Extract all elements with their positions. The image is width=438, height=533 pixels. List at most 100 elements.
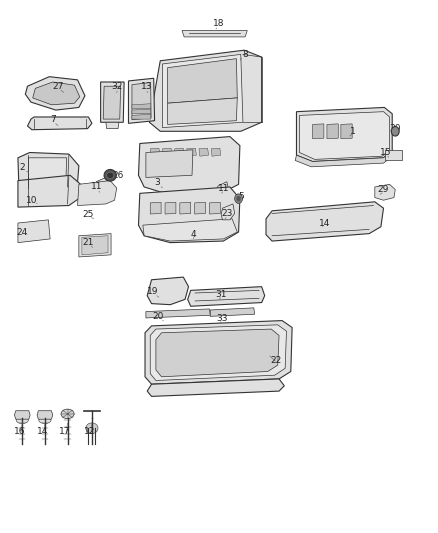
Polygon shape: [132, 83, 151, 119]
Text: 23: 23: [221, 209, 233, 218]
Ellipse shape: [389, 152, 394, 158]
Polygon shape: [199, 148, 208, 156]
Text: 16: 16: [14, 427, 25, 437]
Text: 29: 29: [378, 185, 389, 194]
Polygon shape: [33, 82, 80, 105]
Text: 3: 3: [154, 178, 160, 187]
Polygon shape: [375, 184, 395, 200]
Polygon shape: [106, 122, 119, 128]
Text: 12: 12: [84, 427, 95, 437]
Polygon shape: [209, 203, 220, 214]
Ellipse shape: [187, 369, 191, 374]
Text: 25: 25: [82, 210, 93, 219]
Ellipse shape: [391, 126, 399, 136]
Text: 4: 4: [190, 230, 196, 239]
Polygon shape: [313, 124, 324, 139]
Text: 22: 22: [271, 357, 282, 366]
Polygon shape: [138, 136, 240, 195]
Ellipse shape: [231, 369, 235, 374]
Text: 31: 31: [215, 289, 227, 298]
Polygon shape: [149, 50, 261, 131]
Polygon shape: [145, 320, 292, 384]
Polygon shape: [37, 411, 53, 419]
Polygon shape: [180, 203, 191, 214]
Ellipse shape: [86, 423, 98, 433]
Text: 19: 19: [147, 287, 159, 296]
Polygon shape: [150, 203, 161, 214]
Text: 24: 24: [17, 228, 28, 237]
Polygon shape: [162, 54, 243, 127]
Polygon shape: [295, 151, 392, 167]
Polygon shape: [78, 181, 117, 206]
Polygon shape: [194, 203, 205, 214]
Ellipse shape: [311, 130, 319, 140]
Text: 30: 30: [389, 124, 401, 133]
Text: 27: 27: [52, 82, 64, 91]
Polygon shape: [143, 219, 237, 241]
Ellipse shape: [235, 194, 243, 204]
Polygon shape: [297, 108, 392, 161]
Text: 1: 1: [350, 127, 356, 136]
Polygon shape: [18, 152, 79, 191]
Ellipse shape: [61, 409, 74, 419]
Polygon shape: [165, 203, 176, 214]
Ellipse shape: [39, 417, 51, 423]
Polygon shape: [162, 148, 172, 156]
Polygon shape: [25, 77, 85, 110]
Text: 32: 32: [111, 82, 122, 91]
Polygon shape: [156, 329, 279, 377]
Polygon shape: [300, 112, 390, 159]
Polygon shape: [221, 204, 235, 220]
Polygon shape: [28, 117, 92, 130]
Polygon shape: [132, 114, 151, 119]
Text: 14: 14: [37, 427, 48, 437]
Ellipse shape: [173, 369, 177, 374]
Text: 26: 26: [112, 171, 124, 180]
Polygon shape: [175, 148, 184, 156]
Polygon shape: [187, 287, 265, 306]
Text: 11: 11: [218, 183, 229, 192]
Text: 2: 2: [19, 164, 25, 172]
Polygon shape: [385, 150, 402, 160]
Ellipse shape: [159, 284, 176, 297]
Polygon shape: [14, 411, 30, 419]
Polygon shape: [150, 148, 160, 156]
Ellipse shape: [379, 189, 389, 198]
Polygon shape: [138, 187, 240, 243]
Ellipse shape: [245, 369, 250, 374]
Polygon shape: [132, 109, 151, 114]
Ellipse shape: [201, 369, 206, 374]
Polygon shape: [103, 86, 120, 119]
Text: 33: 33: [217, 314, 228, 323]
Ellipse shape: [259, 369, 264, 374]
Polygon shape: [146, 309, 210, 318]
Ellipse shape: [237, 196, 241, 201]
Polygon shape: [187, 148, 196, 156]
Polygon shape: [82, 236, 108, 255]
Polygon shape: [128, 78, 155, 123]
Polygon shape: [150, 325, 286, 381]
Polygon shape: [211, 148, 221, 156]
Polygon shape: [95, 177, 110, 195]
Text: 5: 5: [238, 192, 244, 201]
Text: 15: 15: [379, 148, 391, 157]
Polygon shape: [146, 150, 193, 177]
Polygon shape: [266, 202, 384, 241]
Text: 7: 7: [50, 115, 56, 124]
Polygon shape: [101, 82, 124, 122]
Polygon shape: [28, 158, 67, 184]
Polygon shape: [215, 182, 229, 197]
Polygon shape: [327, 124, 338, 139]
Polygon shape: [168, 59, 237, 103]
Polygon shape: [168, 98, 237, 124]
Polygon shape: [210, 308, 254, 317]
Polygon shape: [18, 175, 81, 207]
Polygon shape: [182, 30, 247, 37]
Ellipse shape: [271, 369, 276, 374]
Ellipse shape: [107, 172, 114, 179]
Text: 17: 17: [59, 427, 71, 437]
Polygon shape: [147, 277, 188, 305]
Polygon shape: [79, 233, 111, 257]
Polygon shape: [341, 124, 352, 139]
Ellipse shape: [16, 417, 28, 423]
